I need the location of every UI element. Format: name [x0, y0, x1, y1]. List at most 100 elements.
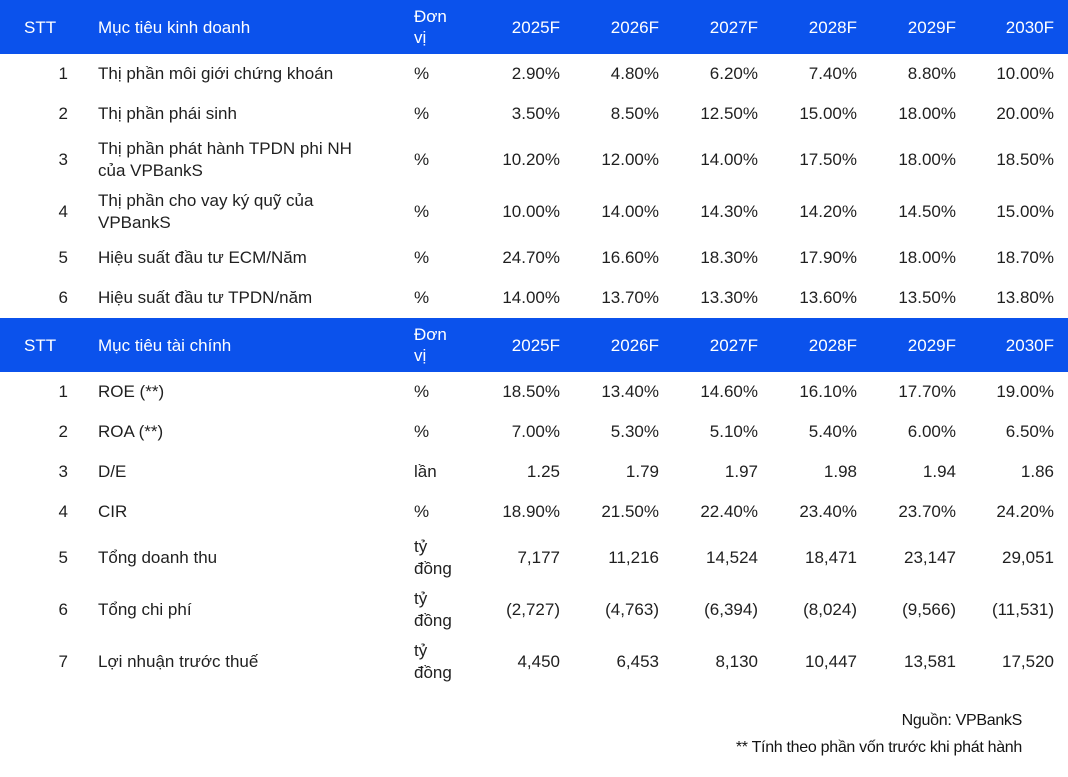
value-cell: 17.90% — [799, 248, 857, 267]
header-year: 2030F — [970, 0, 1068, 54]
value-cell: 6,453 — [616, 652, 659, 671]
value-cell: 19.00% — [996, 382, 1054, 401]
value-cell: 7,177 — [517, 548, 560, 567]
table-body: STT Mục tiêu kinh doanh Đơn vị 2025F 2026F 20… — [0, 0, 1068, 688]
value-cell: 13.50% — [898, 288, 956, 307]
row-number-cell: 4 — [58, 202, 68, 221]
table-row: 4 Thị phần cho vay ký quỹ của VPBankS% 10.… — [0, 186, 1068, 238]
value-cell: 10,447 — [805, 652, 857, 671]
row-number-cell: 7 — [58, 652, 68, 671]
value-cell: 13.70% — [601, 288, 659, 307]
header-section-title: Mục tiêu kinh doanh — [97, 0, 413, 54]
unit-cell: % — [414, 64, 430, 83]
value-cell: 4.80% — [610, 64, 659, 83]
target-name-cell: Thị phần cho vay ký quỹ của VPBankS — [98, 191, 314, 232]
value-cell: 11,216 — [608, 548, 659, 567]
header-unit: Đơn vị — [413, 0, 476, 54]
header-year: 2029F — [871, 0, 970, 54]
table-row: 5 Hiệu suất đầu tư ECM/Năm% 24.70% 16.60% 18… — [0, 238, 1068, 278]
value-cell: 23,147 — [904, 548, 956, 567]
row-number-cell: 6 — [58, 600, 68, 619]
header-year: 2026F — [574, 318, 673, 372]
table-row: 3 D/E lần 1.25 1.79 1.97 1.98 1.94 1.86 — [0, 452, 1068, 492]
row-number-cell: 4 — [58, 502, 68, 521]
value-cell: 14.00% — [502, 288, 560, 307]
row-number-cell: 1 — [58, 64, 68, 83]
value-cell: 16.60% — [601, 248, 659, 267]
value-cell: 14.00% — [601, 202, 659, 221]
value-cell: 8.50% — [610, 104, 659, 123]
value-cell: 1.25 — [526, 462, 560, 481]
unit-cell: tỷ đồng — [414, 537, 452, 578]
target-name-cell: Thị phần phái sinh — [98, 104, 237, 123]
value-cell: 13,581 — [904, 652, 956, 671]
target-name-cell: ROA (**) — [98, 422, 164, 441]
value-cell: 21.50% — [601, 502, 659, 521]
value-cell: 1.86 — [1020, 462, 1054, 481]
value-cell: 10.20% — [502, 150, 560, 169]
value-cell: 10.00% — [502, 202, 560, 221]
value-cell: 18.70% — [996, 248, 1054, 267]
table-row: 1 ROE (**)% 18.50% 13.40% 14.60% 16.10% 17.70%… — [0, 372, 1068, 412]
value-cell: 4,450 — [517, 652, 560, 671]
header-year: 2025F — [476, 318, 574, 372]
value-cell: 13.30% — [700, 288, 758, 307]
value-cell: 16.10% — [799, 382, 857, 401]
value-cell: 13.80% — [996, 288, 1054, 307]
header-stt: STT — [0, 0, 97, 54]
value-cell: 13.40% — [601, 382, 659, 401]
header-year: 2030F — [970, 318, 1068, 372]
value-cell: (9,566) — [902, 600, 956, 619]
section-header-financial-targets: STT Mục tiêu tài chính Đơn vị 2025F 2026F 202… — [0, 318, 1068, 372]
header-stt: STT — [0, 318, 97, 372]
value-cell: 10.00% — [996, 64, 1054, 83]
value-cell: 14.60% — [700, 382, 758, 401]
row-number-cell: 6 — [58, 288, 68, 307]
target-name-cell: Lợi nhuận trước thuế — [98, 652, 259, 671]
value-cell: 17.70% — [898, 382, 956, 401]
value-cell: 12.50% — [700, 104, 758, 123]
value-cell: 18.00% — [898, 104, 956, 123]
value-cell: 17.50% — [799, 150, 857, 169]
table-row: 1 Thị phần môi giới chứng khoán% 2.90% 4.80… — [0, 54, 1068, 94]
header-section-title: Mục tiêu tài chính — [97, 318, 413, 372]
value-cell: 24.70% — [502, 248, 560, 267]
header-year: 2026F — [574, 0, 673, 54]
unit-cell: % — [414, 382, 430, 401]
table-row: 4 CIR% 18.90% 21.50% 22.40% 23.40% 23.70% 24.20… — [0, 492, 1068, 532]
unit-cell: % — [414, 422, 430, 441]
value-cell: 23.70% — [898, 502, 956, 521]
value-cell: 29,051 — [1002, 548, 1054, 567]
targets-table: STT Mục tiêu kinh doanh Đơn vị 2025F 2026F 20… — [0, 0, 1068, 688]
target-name-cell: Tổng doanh thu — [98, 548, 218, 567]
unit-cell: % — [414, 502, 430, 521]
header-year: 2028F — [772, 0, 871, 54]
value-cell: 1.97 — [724, 462, 758, 481]
header-year: 2029F — [871, 318, 970, 372]
value-cell: 5.30% — [610, 422, 659, 441]
table-row: 7 Lợi nhuận trước thuế tỷ đồng 4,450 6,453 8,… — [0, 636, 1068, 688]
value-cell: 14.30% — [700, 202, 758, 221]
value-cell: 1.94 — [922, 462, 956, 481]
value-cell: 24.20% — [996, 502, 1054, 521]
target-name-cell: Thị phần phát hành TPDN phi NH của VPBan… — [98, 139, 352, 180]
value-cell: 1.98 — [823, 462, 857, 481]
value-cell: 14.00% — [700, 150, 758, 169]
row-number-cell: 2 — [58, 422, 68, 441]
table-row: 6 Hiệu suất đầu tư TPDN/năm% 14.00% 13.70% 1… — [0, 278, 1068, 318]
value-cell: 13.60% — [799, 288, 857, 307]
section-header-business-targets: STT Mục tiêu kinh doanh Đơn vị 2025F 2026F 20… — [0, 0, 1068, 54]
unit-cell: % — [414, 248, 430, 267]
value-cell: 14.20% — [799, 202, 857, 221]
value-cell: 7.00% — [511, 422, 560, 441]
table-row: 5 Tổng doanh thu tỷ đồng 7,177 11,216 14,524 1… — [0, 532, 1068, 584]
value-cell: 18.00% — [898, 248, 956, 267]
header-year: 2028F — [772, 318, 871, 372]
unit-cell: lần — [414, 462, 437, 481]
table-row: 2 ROA (**)% 7.00% 5.30% 5.10% 5.40% 6.00% 6.50% — [0, 412, 1068, 452]
source-note: Nguồn: VPBankS — [901, 712, 1023, 729]
value-cell: 14,524 — [706, 548, 758, 567]
value-cell: 12.00% — [601, 150, 659, 169]
value-cell: 23.40% — [799, 502, 857, 521]
value-cell: (8,024) — [803, 600, 857, 619]
